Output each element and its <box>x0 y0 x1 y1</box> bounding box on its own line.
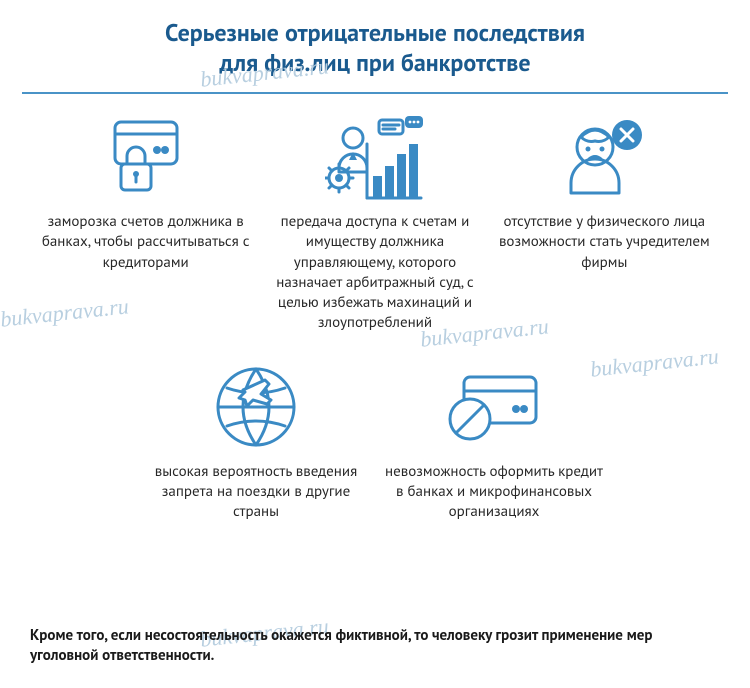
title-divider <box>22 92 728 94</box>
page-title: Серьезные отрицательные последствия для … <box>0 0 750 92</box>
item-label: высокая вероятность введения запрета на … <box>146 462 366 523</box>
item-label: невозможность оформить кредит в банках и… <box>384 462 604 523</box>
item-no-founder: отсутствие у физического лица возможност… <box>499 112 710 334</box>
item-label: отсутствие у физического лица возможност… <box>499 212 710 273</box>
items-row-1: заморозка счетов должника в банках, чтоб… <box>0 112 750 334</box>
item-label: заморозка счетов должника в банках, чтоб… <box>40 212 251 273</box>
title-line-1: Серьезные отрицательные последствия <box>165 17 585 48</box>
manager-chart-icon <box>325 112 425 202</box>
lock-card-icon <box>103 112 189 202</box>
item-frozen-accounts: заморозка счетов должника в банках, чтоб… <box>40 112 251 334</box>
title-line-2: для физ.лиц при банкротстве <box>219 47 530 78</box>
card-blocked-icon <box>446 362 542 452</box>
item-label: передача доступа к счетам и имуществу до… <box>269 212 480 334</box>
items-row-2: высокая вероятность введения запрета на … <box>0 362 750 523</box>
footer-note: Кроме того, если несостоятельность окаже… <box>30 626 720 667</box>
globe-travel-icon <box>213 362 299 452</box>
item-no-credit: невозможность оформить кредит в банках и… <box>384 362 604 523</box>
item-trustee-control: передача доступа к счетам и имуществу до… <box>269 112 480 334</box>
person-denied-icon <box>561 112 647 202</box>
item-travel-ban: высокая вероятность введения запрета на … <box>146 362 366 523</box>
